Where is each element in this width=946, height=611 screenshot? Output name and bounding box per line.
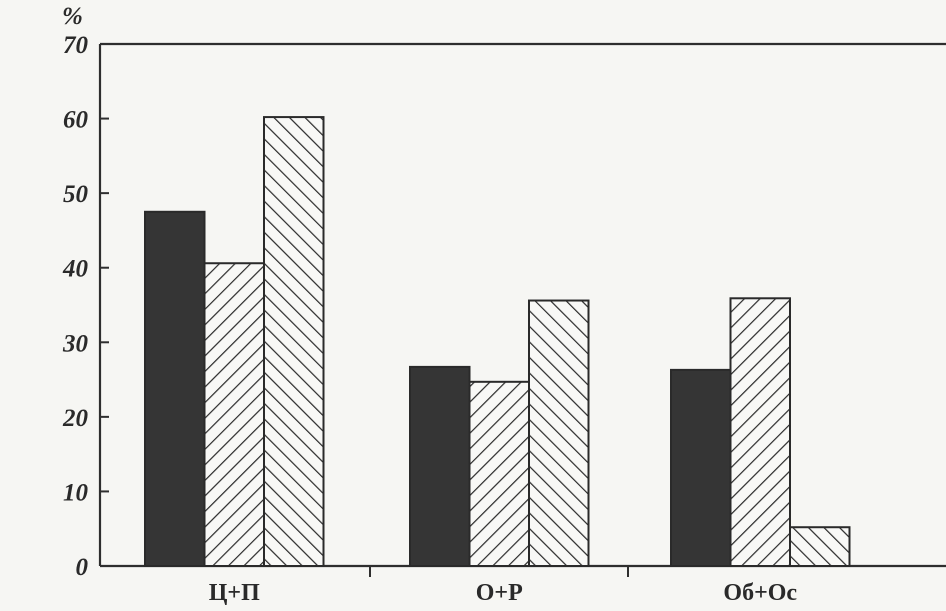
bar-2-3 <box>528 299 590 567</box>
bar-2-2 <box>468 380 530 567</box>
y-tick-label: 70 <box>63 32 89 59</box>
y-tick-label: 30 <box>62 330 89 357</box>
bar-1-3 <box>263 116 325 568</box>
x-category-label: Об+Ос <box>723 580 797 606</box>
bar-1-1 <box>144 210 206 568</box>
bars <box>144 116 851 568</box>
y-tick-label: 10 <box>63 479 89 506</box>
labels: 0 10 20 30 40 50 60 70% Ц+П О+Р Об+Ос <box>62 3 797 606</box>
y-axis-label: % <box>62 3 83 30</box>
y-tick-label: 60 <box>63 107 89 134</box>
y-tick-label: 40 <box>62 256 89 283</box>
bar-2-1 <box>409 365 471 567</box>
y-tick-label: 50 <box>63 181 89 208</box>
x-category-label: О+Р <box>476 580 523 606</box>
y-tick-label: 20 <box>62 405 89 432</box>
bar-3-3 <box>789 526 851 567</box>
y-tick-label: 0 <box>76 554 89 581</box>
bar-3-2 <box>729 297 791 567</box>
bar-1-2 <box>203 262 265 567</box>
bar-3-1 <box>670 368 732 567</box>
x-category-label: Ц+П <box>209 580 260 606</box>
